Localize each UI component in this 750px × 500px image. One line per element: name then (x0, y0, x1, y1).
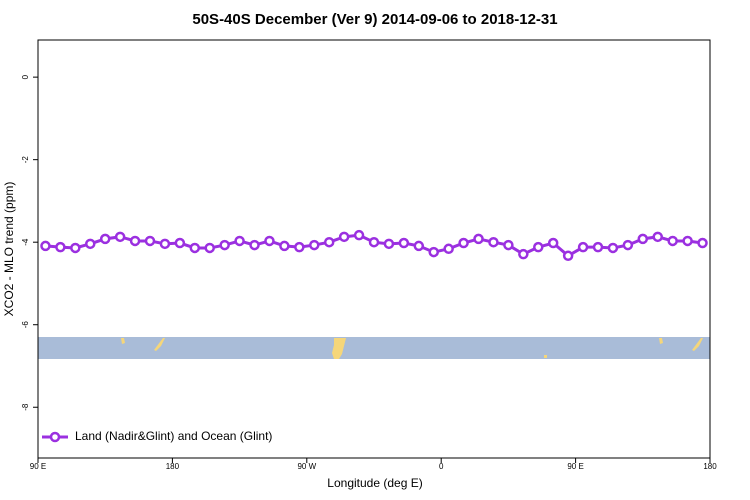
point (682, 235, 693, 247)
point (85, 238, 96, 250)
legend-marker (49, 431, 61, 443)
y-tick-label: -4 (21, 238, 30, 246)
point (503, 239, 514, 251)
point (368, 236, 380, 248)
x-tick-label: 90 E (567, 462, 583, 471)
point (70, 242, 81, 254)
y-tick-label: -8 (21, 403, 30, 411)
point (99, 233, 111, 245)
x-tick-label: 180 (166, 462, 180, 471)
chart-title: 50S-40S December (Ver 9) 2014-09-06 to 2… (192, 11, 557, 28)
point (383, 238, 395, 250)
point (622, 239, 634, 251)
point (234, 235, 245, 247)
point (279, 240, 290, 252)
point (249, 239, 260, 251)
x-axis-label: Longitude (deg E) (327, 476, 422, 490)
point (398, 237, 410, 249)
point (428, 246, 439, 258)
point (338, 231, 350, 243)
point (114, 231, 126, 243)
point (40, 240, 51, 252)
point (607, 242, 619, 254)
point (533, 241, 544, 253)
point (219, 239, 230, 251)
x-tick-label: 90 W (297, 462, 316, 471)
point (458, 237, 469, 249)
point (264, 235, 275, 247)
point (652, 231, 663, 243)
point (592, 241, 604, 253)
point (323, 236, 335, 248)
x-tick-label: 0 (439, 462, 444, 471)
point (637, 233, 649, 245)
point (294, 241, 305, 253)
point (204, 242, 215, 254)
point (577, 241, 589, 253)
point (473, 233, 484, 245)
point (443, 243, 454, 255)
legend-label: Land (Nadir&Glint) and Ocean (Glint) (75, 429, 272, 443)
point (413, 240, 425, 252)
y-axis-label: XCO2 - MLO trend (ppm) (2, 182, 16, 317)
plot-frame (37, 39, 711, 459)
ocean-band (38, 337, 710, 359)
y-tick-label: -2 (21, 156, 30, 164)
point (488, 236, 499, 248)
point (353, 229, 365, 241)
y-tick-label: 0 (21, 74, 30, 79)
point (697, 237, 708, 249)
x-tick-label: 90 E (30, 462, 46, 471)
point (174, 237, 186, 249)
x-tick-label: 180 (703, 462, 717, 471)
point (562, 250, 574, 262)
y-tick-label: -6 (21, 321, 30, 329)
point (189, 242, 201, 254)
point (144, 235, 156, 247)
point (667, 235, 678, 247)
point (518, 248, 529, 260)
point (159, 238, 171, 250)
point (547, 237, 559, 249)
point (309, 239, 320, 251)
point (129, 235, 141, 247)
point (55, 241, 66, 253)
map-band (38, 337, 710, 359)
